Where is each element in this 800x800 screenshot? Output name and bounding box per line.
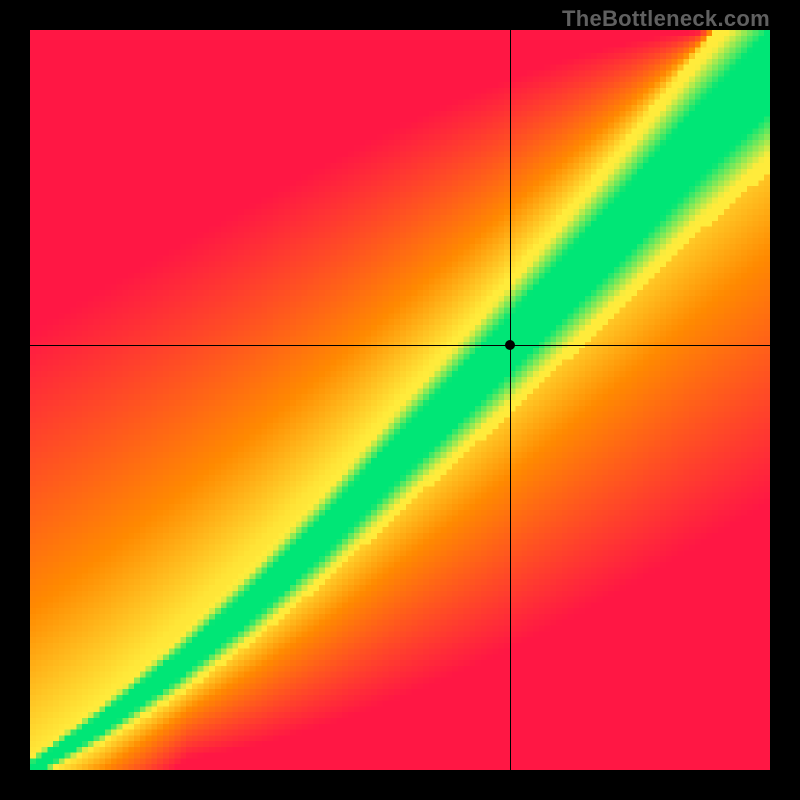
chart-container: TheBottleneck.com — [0, 0, 800, 800]
crosshair-marker — [505, 340, 515, 350]
crosshair-horizontal — [30, 345, 770, 346]
plot-area — [30, 30, 770, 770]
crosshair-vertical — [510, 30, 511, 770]
bottleneck-heatmap — [30, 30, 770, 770]
watermark-text: TheBottleneck.com — [562, 6, 770, 32]
